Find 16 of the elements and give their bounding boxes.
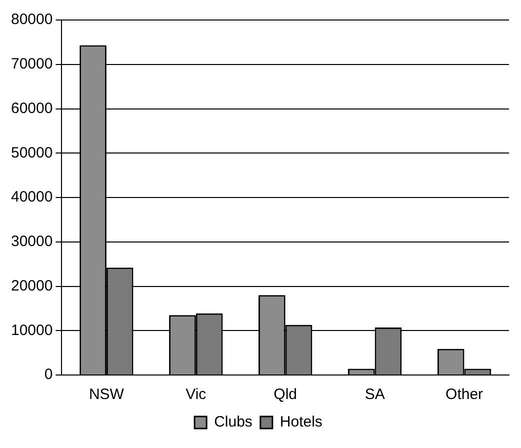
x-tick-label: Vic [186,386,207,404]
x-tick-label: SA [364,386,385,404]
y-tick-label: 0 [44,366,53,384]
y-tick-label: 50000 [10,144,53,162]
y-tick-label: 80000 [10,11,53,28]
y-tick-label: 20000 [10,277,53,294]
y-tick-label: 60000 [10,100,53,117]
x-tick-label: NSW [88,386,125,404]
x-tick-label: Qld [274,386,298,404]
y-tick-label: 30000 [10,233,53,250]
x-tick-label: Other [446,386,484,404]
y-tick-label: 70000 [10,56,53,73]
y-tick-label: 10000 [10,322,53,339]
legend-label: Hotels [280,414,322,431]
legend-label: Clubs [214,414,252,431]
y-tick-label: 40000 [10,188,53,206]
